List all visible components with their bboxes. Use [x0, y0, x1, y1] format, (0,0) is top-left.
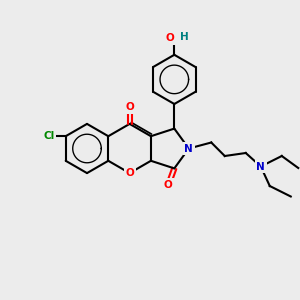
Text: Cl: Cl	[44, 131, 55, 141]
Text: O: O	[125, 102, 134, 112]
Text: O: O	[125, 168, 134, 178]
Text: N: N	[256, 161, 265, 172]
Text: N: N	[184, 143, 193, 154]
Text: O: O	[165, 33, 174, 43]
Text: H: H	[180, 32, 189, 42]
Text: O: O	[164, 180, 173, 190]
